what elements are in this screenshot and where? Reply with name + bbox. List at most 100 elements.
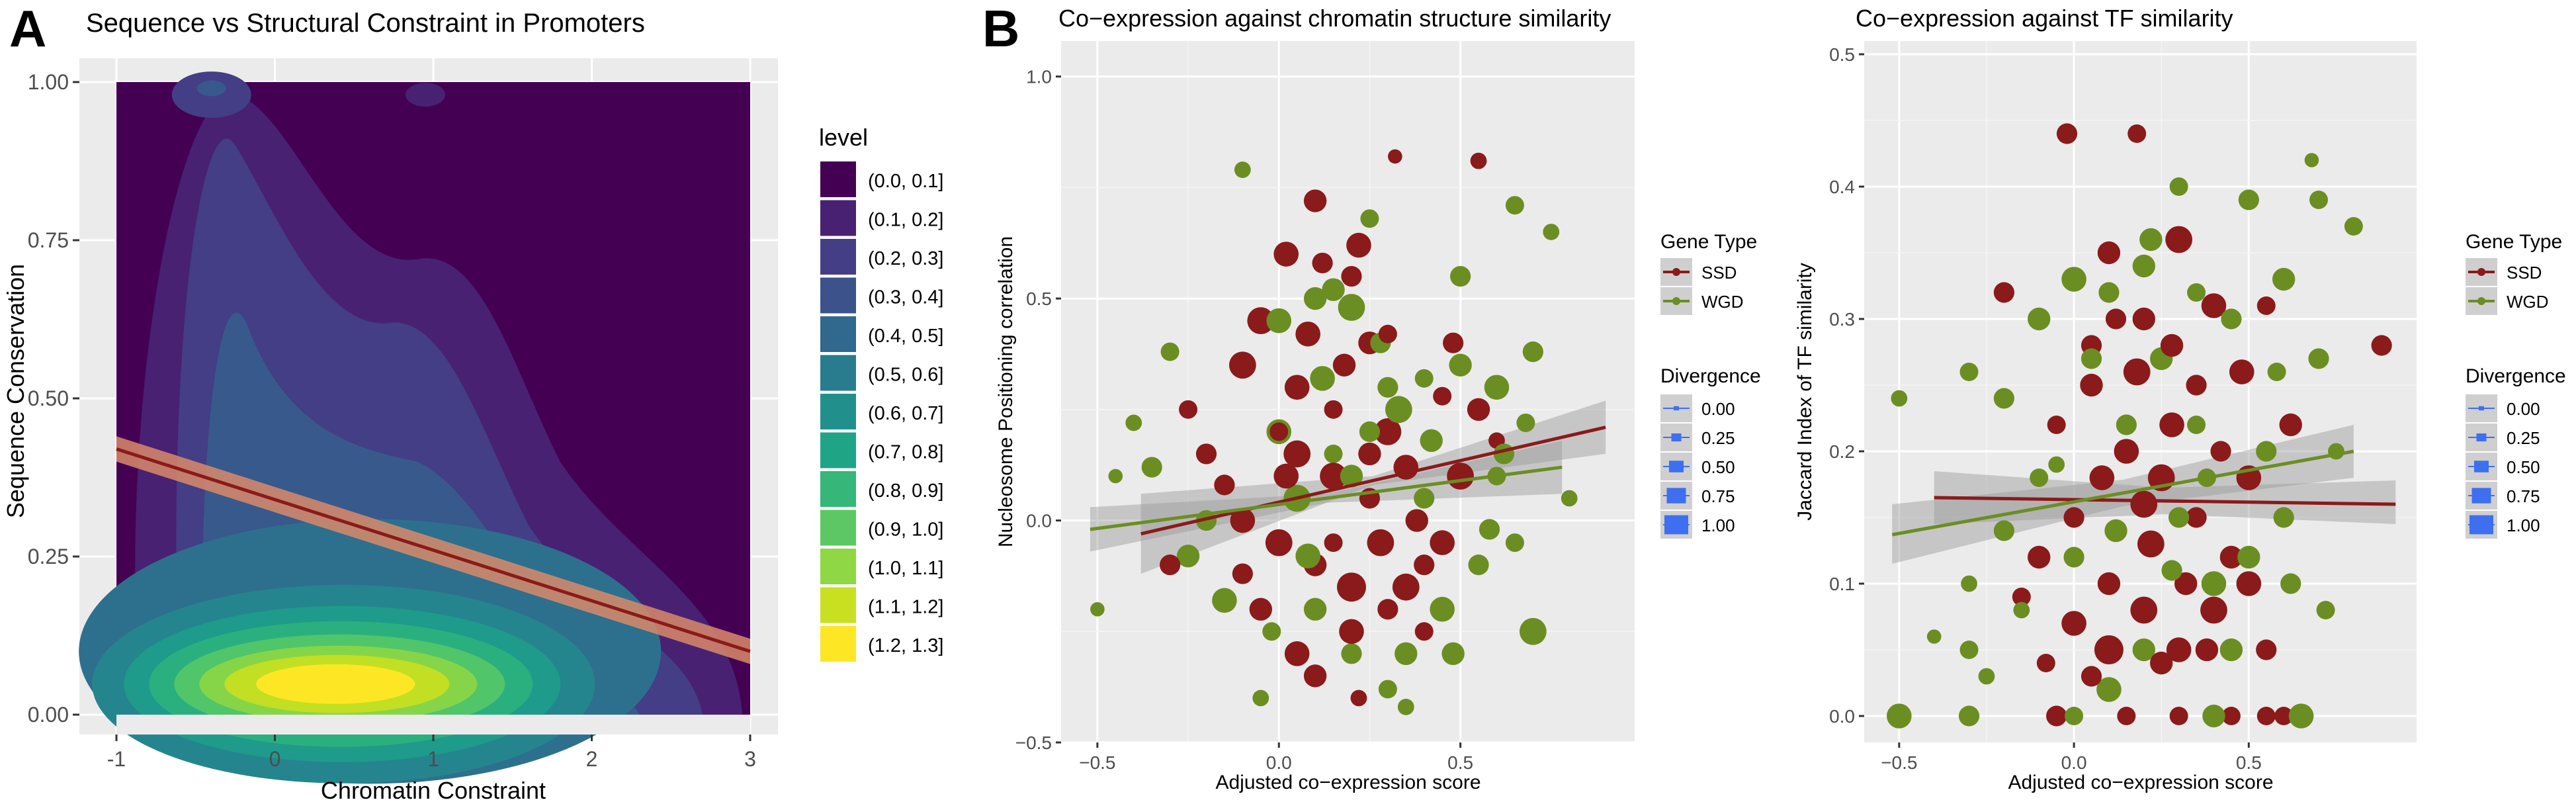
fit-line — [116, 447, 751, 653]
y-tick-label: 0.0 — [1026, 511, 1052, 531]
point-ssd — [1312, 252, 1333, 274]
point-wgd — [1959, 641, 1979, 659]
point-wgd — [1420, 429, 1443, 452]
point-ssd — [2165, 226, 2193, 253]
point-ssd — [2130, 490, 2158, 518]
point-wgd — [1522, 341, 1543, 363]
legend-key-dot-wgd — [1672, 297, 1680, 305]
legend-divergence-label: 0.25 — [1701, 428, 1735, 448]
point-ssd — [2028, 545, 2051, 569]
chart-b2-x-label: Adjusted co−expression score — [2008, 772, 2273, 793]
legend-level-label: (0.6, 0.7] — [868, 403, 943, 424]
point-wgd — [1441, 642, 1465, 666]
point-ssd — [1339, 619, 1364, 645]
point-ssd — [2097, 241, 2121, 265]
legend-gene-label: WGD — [2507, 292, 2549, 312]
y-tick-label: 0.2 — [1829, 441, 1855, 462]
point-wgd — [1160, 342, 1180, 361]
point-wgd — [2304, 153, 2319, 167]
chart-a-x-ticks: -1 0 1 2 3 — [107, 735, 756, 771]
point-wgd — [1266, 308, 1292, 334]
chart-a: Sequence vs Structural Constraint in Pro… — [2, 9, 943, 804]
chart-a-y-ticks: 0.00 0.25 0.50 0.75 1.00 — [28, 70, 79, 727]
density-level-12 — [288, 672, 381, 695]
legend-swatch — [820, 587, 856, 623]
point-ssd — [1447, 463, 1475, 490]
point-wgd — [1993, 520, 2014, 541]
legend-divergence-label: 0.75 — [2507, 486, 2540, 506]
x-tick-label: 1 — [427, 747, 439, 771]
point-ssd — [1470, 152, 1487, 169]
x-tick-label: −0.5 — [1881, 752, 1917, 773]
point-wgd — [1395, 642, 1418, 666]
chart-a-x-label: Chromatin Constraint — [321, 777, 546, 804]
point-wgd — [2013, 602, 2030, 619]
point-wgd — [2308, 348, 2329, 369]
legend-swatch — [820, 549, 856, 584]
legend-divergence-key — [1666, 488, 1686, 504]
chart-a-density — [79, 71, 750, 784]
fit-line-ssd — [1934, 496, 2396, 506]
point-ssd — [1430, 530, 1455, 555]
panel-letter-b: B — [982, 0, 1019, 58]
legend-key-dot-wgd — [2477, 297, 2485, 305]
point-wgd — [1378, 680, 1397, 699]
point-ssd — [1467, 398, 1490, 422]
point-wgd — [1338, 294, 1365, 321]
chart-a-title: Sequence vs Structural Constraint in Pro… — [86, 9, 645, 38]
point-ssd — [2256, 707, 2276, 725]
point-ssd — [2279, 413, 2302, 437]
point-ssd — [2186, 375, 2207, 396]
point-wgd — [1377, 377, 1398, 398]
point-ssd — [2123, 358, 2151, 386]
point-wgd — [1303, 287, 1327, 310]
point-ssd — [1341, 265, 1362, 287]
point-wgd — [1958, 705, 1980, 727]
density-blob-top-right — [406, 83, 446, 107]
legend-divergence-key — [2474, 461, 2489, 472]
point-ssd — [1392, 573, 1420, 601]
point-ssd — [1377, 599, 1398, 620]
point-ssd — [2114, 439, 2139, 464]
point-ssd — [2097, 572, 2121, 596]
point-wgd — [2256, 441, 2277, 462]
point-wgd — [1397, 698, 1414, 715]
legend-level-title: level — [819, 124, 868, 151]
x-tick-label: 2 — [586, 747, 598, 771]
chart-b2: Co−expression against TF similarity −0.5… — [1794, 5, 2566, 793]
chart-b1-fit-lines — [1090, 425, 1606, 536]
point-wgd — [2201, 571, 2227, 596]
point-ssd — [1367, 529, 1395, 557]
legend-swatch — [820, 200, 856, 236]
x-tick-label: 0.0 — [2061, 752, 2087, 773]
point-ssd — [2094, 635, 2124, 664]
y-tick-label: −0.5 — [1015, 733, 1052, 753]
point-wgd — [2272, 267, 2296, 291]
point-ssd — [1358, 442, 1381, 466]
point-ssd — [1388, 149, 1402, 164]
point-wgd — [1887, 703, 1912, 729]
point-wgd — [2168, 507, 2190, 528]
point-wgd — [1234, 161, 1251, 178]
chart-b2-legend: Gene Type SSD WGD Divergence 0.00 0.25 0.50 0.7… — [2466, 231, 2566, 539]
point-ssd — [2063, 507, 2084, 528]
legend-swatch — [820, 277, 856, 314]
point-wgd — [1176, 545, 1200, 568]
point-ssd — [2080, 373, 2103, 397]
legend-divergence-label: 0.50 — [2507, 457, 2540, 477]
chart-a-y-label: Sequence Conservation — [2, 264, 29, 518]
legend-divergence-key — [1664, 515, 1688, 535]
point-wgd — [1310, 366, 1335, 391]
legend-level-label: (0.4, 0.5] — [868, 326, 943, 347]
point-ssd — [2089, 465, 2115, 490]
point-wgd — [1303, 598, 1327, 621]
point-wgd — [2187, 283, 2206, 302]
x-tick-label: -1 — [107, 747, 126, 771]
chart-b1-grid — [1061, 41, 1635, 744]
point-ssd — [2105, 308, 2127, 330]
point-ssd — [2256, 639, 2277, 660]
point-ssd — [2047, 416, 2066, 434]
point-ssd — [2046, 705, 2067, 727]
point-ssd — [1336, 572, 1366, 602]
point-wgd — [1430, 596, 1455, 622]
